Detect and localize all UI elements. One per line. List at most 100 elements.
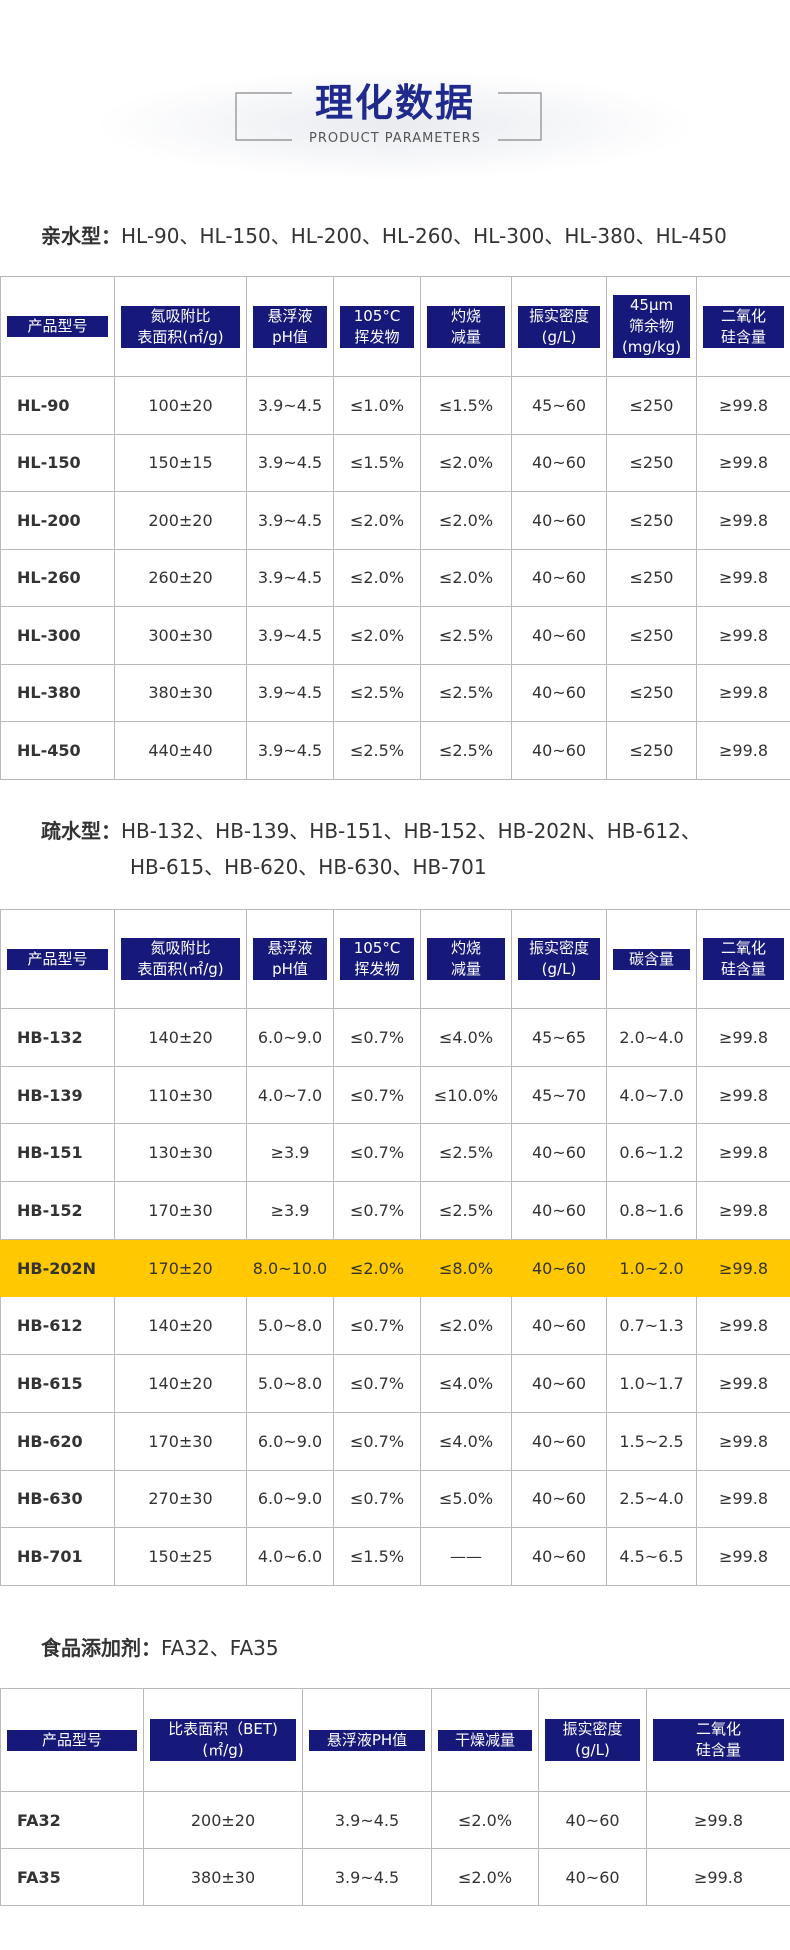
cell: ≤0.7% bbox=[333, 1354, 421, 1413]
header-frame bbox=[95, 70, 695, 180]
cell: ≥99.8 bbox=[696, 663, 790, 722]
section-heading: 食品添加剂：FA32、FA35 bbox=[41, 1630, 279, 1666]
cell: ≤5.0% bbox=[420, 1469, 512, 1529]
cell: 140±20 bbox=[114, 1296, 247, 1356]
header-text: (g/L) bbox=[541, 960, 577, 978]
model-cell: HL-260 bbox=[0, 548, 115, 607]
cell: 170±20 bbox=[114, 1238, 247, 1298]
cell: ≤4.0% bbox=[420, 1008, 512, 1067]
header-text: (g/L) bbox=[575, 1741, 610, 1759]
spec-table: 产品型号 氮吸附比 表面积(㎡/g) 悬浮液 pH值 105°C 挥发物 灼烧 减量 振实密度 (g… bbox=[0, 909, 790, 1586]
cell: 150±15 bbox=[114, 433, 247, 492]
header-box: 产品型号 bbox=[7, 316, 108, 337]
cell: ≤2.0% bbox=[420, 1296, 512, 1356]
cell: 3.9~4.5 bbox=[246, 606, 334, 665]
model-cell: FA35 bbox=[0, 1848, 144, 1906]
cell: ≥99.8 bbox=[696, 1354, 790, 1413]
model-cell: HL-200 bbox=[0, 491, 115, 550]
cell: ≤250 bbox=[606, 376, 697, 435]
cell: ≤250 bbox=[606, 491, 697, 550]
cell: 3.9~4.5 bbox=[302, 1791, 432, 1849]
model-cell: FA32 bbox=[0, 1791, 144, 1849]
header-cell: 产品型号 bbox=[0, 909, 115, 1009]
cell: 3.9~4.5 bbox=[246, 491, 334, 550]
cell: ≤2.0% bbox=[420, 491, 512, 550]
cell: 40~60 bbox=[511, 663, 607, 722]
model-line: 亲水型：HL-90、HL-150、HL-200、HL-260、HL-300、HL… bbox=[41, 218, 727, 254]
header-cell: 氮吸附比 表面积(㎡/g) bbox=[114, 909, 247, 1009]
header-text: 105°C bbox=[353, 306, 401, 325]
header-text: 灼烧 bbox=[450, 306, 481, 325]
data-row: HL-380 380±30 3.9~4.5 ≤2.5% ≤2.5% 40~60 ≤250 ≥9… bbox=[0, 663, 790, 722]
cell: ≤8.0% bbox=[420, 1238, 512, 1298]
header-text: 比表面积（BET) bbox=[168, 1720, 278, 1738]
cell: 200±20 bbox=[114, 491, 247, 550]
data-row: FA32 200±20 3.9~4.5 ≤2.0% 40~60 ≥99.8 bbox=[0, 1791, 790, 1849]
cell: ≥99.8 bbox=[696, 1527, 790, 1586]
model-cell: HB-701 bbox=[0, 1527, 115, 1586]
cell: 3.9~4.5 bbox=[302, 1848, 432, 1906]
header-cell: 二氧化 硅含量 bbox=[646, 1688, 790, 1792]
header-text: 筛余物 bbox=[628, 317, 674, 335]
cell: ≤2.0% bbox=[431, 1791, 539, 1849]
cell: 6.0~9.0 bbox=[246, 1008, 334, 1067]
header-box: 振实密度 (g/L) bbox=[518, 938, 600, 980]
header-box: 悬浮液PH值 bbox=[309, 1729, 425, 1751]
model-cell: HB-615 bbox=[0, 1354, 115, 1413]
model-cell: HL-90 bbox=[0, 376, 115, 435]
header-text: 表面积(㎡/g) bbox=[137, 327, 224, 346]
header-text: pH值 bbox=[272, 960, 308, 978]
cell: 45~65 bbox=[511, 1008, 607, 1067]
header-box: 悬浮液 pH值 bbox=[253, 938, 327, 980]
header-box: 碳含量 bbox=[613, 948, 690, 970]
cell: 40~60 bbox=[538, 1791, 647, 1849]
header-text: 产品型号 bbox=[27, 317, 88, 335]
cell: 6.0~9.0 bbox=[246, 1469, 334, 1529]
model-cell: HL-150 bbox=[0, 433, 115, 492]
model-line: HB-615、HB-620、HB-630、HB-701 bbox=[41, 849, 701, 885]
cell: 150±25 bbox=[114, 1527, 247, 1586]
cell: ≤1.5% bbox=[333, 433, 421, 492]
header-box: 干燥减量 bbox=[438, 1729, 532, 1751]
model-list: HB-132、HB-139、HB-151、HB-152、HB-202N、HB-6… bbox=[121, 819, 701, 843]
header-text: (mg/kg) bbox=[621, 338, 682, 356]
data-row: HB-139 110±30 4.0~7.0 ≤0.7% ≤10.0% 45~70 4.0~7… bbox=[0, 1065, 790, 1125]
section-label: 食品添加剂： bbox=[41, 1636, 161, 1660]
cell: 4.5~6.5 bbox=[606, 1527, 697, 1586]
cell: 1.5~2.5 bbox=[606, 1411, 697, 1471]
header-box: 产品型号 bbox=[7, 1729, 137, 1751]
model-cell: HL-380 bbox=[0, 663, 115, 722]
header-text: 硅含量 bbox=[720, 327, 766, 346]
cell: ≥99.8 bbox=[696, 1008, 790, 1067]
cell: 3.9~4.5 bbox=[246, 548, 334, 607]
cell: ≤0.7% bbox=[333, 1123, 421, 1183]
cell: 40~60 bbox=[511, 433, 607, 492]
cell: 40~60 bbox=[511, 1469, 607, 1529]
header-text: 氮吸附比 bbox=[150, 939, 211, 957]
model-cell: HL-450 bbox=[0, 721, 115, 780]
header-cell: 105°C 挥发物 bbox=[333, 909, 421, 1009]
section-heading: 亲水型：HL-90、HL-150、HL-200、HL-260、HL-300、HL… bbox=[41, 218, 727, 254]
cell: 40~60 bbox=[511, 1354, 607, 1413]
cell: ≤2.0% bbox=[420, 548, 512, 607]
model-cell: HL-300 bbox=[0, 606, 115, 665]
cell: 6.0~9.0 bbox=[246, 1411, 334, 1471]
header-box: 产品型号 bbox=[7, 948, 108, 970]
header: 理化数据 PRODUCT PARAMETERS bbox=[0, 0, 790, 200]
cell: ≥99.8 bbox=[646, 1791, 790, 1849]
cell: 170±30 bbox=[114, 1181, 247, 1240]
cell: 300±30 bbox=[114, 606, 247, 665]
cell: 0.8~1.6 bbox=[606, 1181, 697, 1240]
cell: 45~70 bbox=[511, 1065, 607, 1125]
header-text: 振实密度 bbox=[562, 1720, 623, 1738]
data-row: HB-620 170±30 6.0~9.0 ≤0.7% ≤4.0% 40~60 1.5~2.… bbox=[0, 1411, 790, 1471]
data-row: HL-90 100±20 3.9~4.5 ≤1.0% ≤1.5% 45~60 ≤250 ≥99… bbox=[0, 376, 790, 435]
spec-table: 产品型号 氮吸附比 表面积(㎡/g) 悬浮液 pH值 105°C 挥发物 灼烧 减量 振实密度 (g… bbox=[0, 276, 790, 780]
cell: 3.9~4.5 bbox=[246, 721, 334, 780]
header-box: 灼烧 减量 bbox=[427, 938, 505, 980]
header-cell: 悬浮液PH值 bbox=[302, 1688, 432, 1792]
cell: ≤2.0% bbox=[333, 606, 421, 665]
cell: 0.7~1.3 bbox=[606, 1296, 697, 1356]
cell: 40~60 bbox=[511, 1181, 607, 1240]
cell: ≤0.7% bbox=[333, 1008, 421, 1067]
